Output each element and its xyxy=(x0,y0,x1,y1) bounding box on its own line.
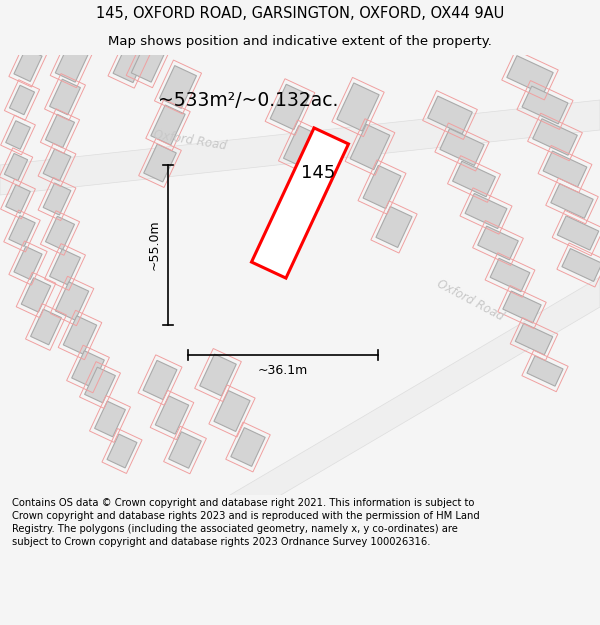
Polygon shape xyxy=(155,396,189,434)
Polygon shape xyxy=(63,316,97,354)
Polygon shape xyxy=(507,56,553,94)
Polygon shape xyxy=(337,83,379,131)
Polygon shape xyxy=(43,183,71,215)
Polygon shape xyxy=(503,291,541,323)
Polygon shape xyxy=(107,434,137,468)
Polygon shape xyxy=(230,277,600,525)
Polygon shape xyxy=(214,391,250,431)
Text: 145, OXFORD ROAD, GARSINGTON, OXFORD, OX44 9AU: 145, OXFORD ROAD, GARSINGTON, OXFORD, OX… xyxy=(96,6,504,21)
Polygon shape xyxy=(143,361,177,399)
Polygon shape xyxy=(428,96,472,134)
Polygon shape xyxy=(50,249,80,285)
Polygon shape xyxy=(160,66,196,108)
Text: Oxford Road: Oxford Road xyxy=(152,127,227,152)
Polygon shape xyxy=(5,185,31,213)
Text: Map shows position and indicative extent of the property.: Map shows position and indicative extent… xyxy=(108,35,492,48)
Polygon shape xyxy=(363,166,401,209)
Polygon shape xyxy=(296,165,332,205)
Polygon shape xyxy=(452,161,496,197)
Polygon shape xyxy=(43,149,71,181)
Polygon shape xyxy=(284,126,320,168)
Text: ~533m²/~0.132ac.: ~533m²/~0.132ac. xyxy=(158,91,338,109)
Polygon shape xyxy=(543,151,587,187)
Polygon shape xyxy=(5,121,31,149)
Polygon shape xyxy=(46,216,74,250)
Polygon shape xyxy=(14,246,42,279)
Text: Oxford Road: Oxford Road xyxy=(434,277,506,323)
Polygon shape xyxy=(490,258,530,292)
Polygon shape xyxy=(4,153,28,181)
Polygon shape xyxy=(527,356,563,386)
Polygon shape xyxy=(376,206,412,248)
Polygon shape xyxy=(551,184,593,218)
Polygon shape xyxy=(71,351,104,388)
Polygon shape xyxy=(231,428,265,466)
Polygon shape xyxy=(515,323,553,355)
Polygon shape xyxy=(14,49,42,81)
Text: Contains OS data © Crown copyright and database right 2021. This information is : Contains OS data © Crown copyright and d… xyxy=(12,498,480,548)
Text: ~55.0m: ~55.0m xyxy=(148,219,161,270)
Polygon shape xyxy=(46,114,74,148)
Polygon shape xyxy=(95,401,125,437)
Polygon shape xyxy=(169,432,202,468)
Polygon shape xyxy=(440,129,484,166)
Polygon shape xyxy=(31,309,61,345)
Polygon shape xyxy=(557,216,599,250)
Polygon shape xyxy=(465,193,507,229)
Polygon shape xyxy=(131,44,165,82)
Text: 145: 145 xyxy=(301,164,335,182)
Polygon shape xyxy=(270,84,310,130)
Polygon shape xyxy=(113,43,147,82)
Polygon shape xyxy=(251,128,349,278)
Polygon shape xyxy=(55,44,89,82)
Text: ~36.1m: ~36.1m xyxy=(258,364,308,378)
Polygon shape xyxy=(478,226,518,260)
Polygon shape xyxy=(50,79,80,115)
Polygon shape xyxy=(533,119,577,155)
Polygon shape xyxy=(55,282,89,320)
Polygon shape xyxy=(522,86,568,124)
Polygon shape xyxy=(144,144,176,182)
Polygon shape xyxy=(151,105,185,145)
Polygon shape xyxy=(10,85,35,115)
Polygon shape xyxy=(0,100,600,195)
Polygon shape xyxy=(200,354,236,396)
Polygon shape xyxy=(562,249,600,281)
Polygon shape xyxy=(350,124,390,170)
Polygon shape xyxy=(85,367,115,403)
Polygon shape xyxy=(21,278,51,312)
Polygon shape xyxy=(9,216,35,246)
